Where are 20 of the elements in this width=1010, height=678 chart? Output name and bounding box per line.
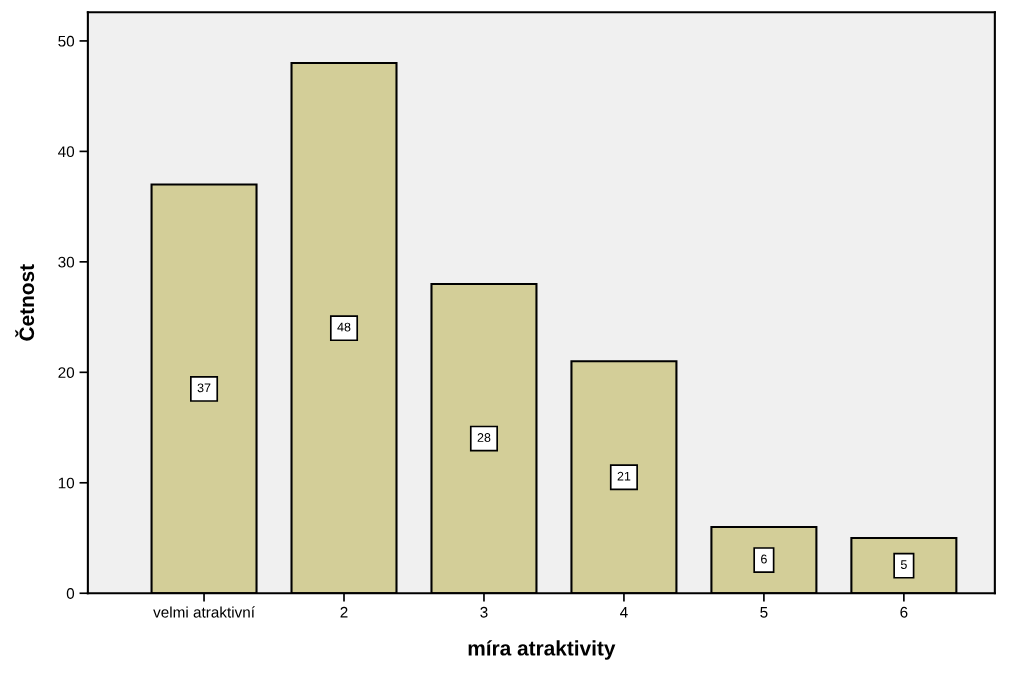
x-tick-label: 5 xyxy=(760,607,768,618)
data-label: 6 xyxy=(761,554,767,564)
data-label: 48 xyxy=(337,322,351,332)
y-axis-title: Četnost xyxy=(15,264,35,341)
data-label: 28 xyxy=(477,433,491,442)
y-tick-label: 30 xyxy=(58,256,75,268)
x-tick-label: 6 xyxy=(900,606,908,618)
y-tick-label: 0 xyxy=(66,588,75,599)
x-tick-label: 2 xyxy=(340,606,348,618)
x-tick-label: 4 xyxy=(620,607,628,618)
data-label: 5 xyxy=(900,560,907,569)
x-axis-title: míra atraktivity xyxy=(468,640,616,660)
y-tick-label: 10 xyxy=(58,477,75,489)
data-label: 37 xyxy=(197,383,211,393)
data-label: 21 xyxy=(617,471,631,481)
y-tick-label: 40 xyxy=(58,146,75,158)
x-tick-label: 3 xyxy=(480,606,488,618)
y-tick-label: 50 xyxy=(58,35,75,47)
x-tick-label: velmi atraktivní xyxy=(153,606,255,618)
y-tick-label: 20 xyxy=(58,367,75,379)
